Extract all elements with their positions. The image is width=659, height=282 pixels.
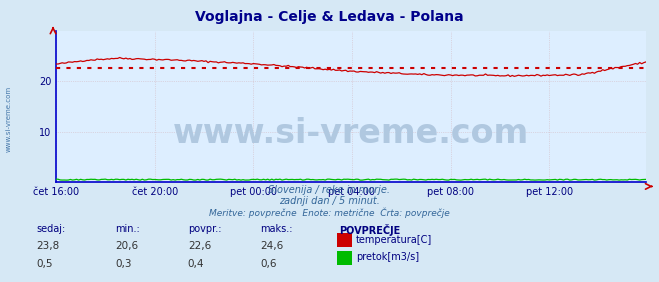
Text: Voglajna - Celje & Ledava - Polana: Voglajna - Celje & Ledava - Polana <box>195 10 464 24</box>
Text: 23,8: 23,8 <box>36 241 59 251</box>
Text: POVPREČJE: POVPREČJE <box>339 224 401 236</box>
Text: 24,6: 24,6 <box>260 241 283 251</box>
Text: pretok[m3/s]: pretok[m3/s] <box>356 252 419 262</box>
Text: Slovenija / reke in morje.: Slovenija / reke in morje. <box>268 185 391 195</box>
Text: 22,6: 22,6 <box>188 241 211 251</box>
Text: www.si-vreme.com: www.si-vreme.com <box>5 85 11 151</box>
Text: 0,6: 0,6 <box>260 259 277 269</box>
Text: povpr.:: povpr.: <box>188 224 221 234</box>
Text: min.:: min.: <box>115 224 140 234</box>
Text: maks.:: maks.: <box>260 224 293 234</box>
Text: sedaj:: sedaj: <box>36 224 65 234</box>
Text: 0,4: 0,4 <box>188 259 204 269</box>
Text: www.si-vreme.com: www.si-vreme.com <box>173 117 529 150</box>
Text: zadnji dan / 5 minut.: zadnji dan / 5 minut. <box>279 196 380 206</box>
Text: 20,6: 20,6 <box>115 241 138 251</box>
Text: Meritve: povprečne  Enote: metrične  Črta: povprečje: Meritve: povprečne Enote: metrične Črta:… <box>209 207 450 218</box>
Text: temperatura[C]: temperatura[C] <box>356 235 432 244</box>
Text: 0,3: 0,3 <box>115 259 132 269</box>
Text: 0,5: 0,5 <box>36 259 53 269</box>
